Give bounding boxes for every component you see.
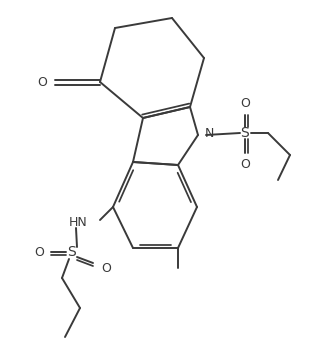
Text: HN: HN [69,216,88,228]
Text: O: O [240,97,250,110]
Text: O: O [37,75,47,89]
Text: N: N [205,126,214,140]
Text: S: S [67,245,77,259]
Text: O: O [101,261,111,275]
Text: O: O [240,158,250,171]
Text: S: S [241,126,249,140]
Text: O: O [34,246,44,258]
